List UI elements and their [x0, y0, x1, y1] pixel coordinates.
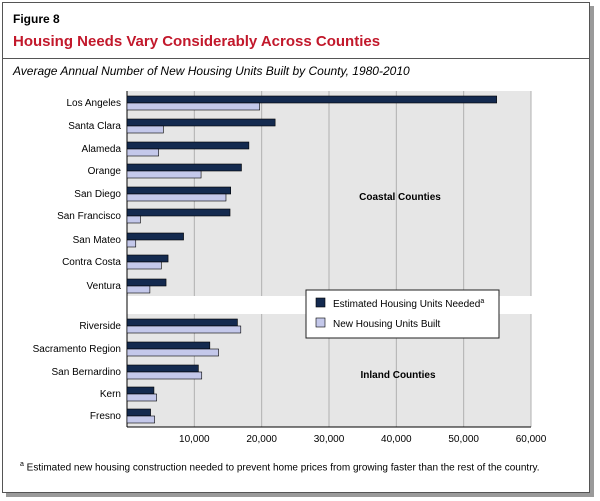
bar-units-built [126, 415, 155, 424]
bar-units-built [126, 371, 203, 380]
legend-swatch-built [315, 317, 326, 328]
bar-units-built [126, 348, 219, 357]
legend-box [305, 289, 500, 339]
category-label: San Diego [74, 189, 121, 200]
bar-units-needed [126, 341, 211, 350]
bar-units-needed [126, 254, 169, 263]
bar-units-built [126, 125, 164, 134]
title-divider [3, 58, 589, 59]
category-label: Santa Clara [68, 121, 121, 132]
chart-subtitle: Average Annual Number of New Housing Uni… [13, 64, 410, 78]
x-tick-label: 60,000 [516, 434, 547, 445]
category-label: Kern [100, 389, 121, 400]
category-label: Los Angeles [67, 98, 122, 109]
category-label: San Bernardino [52, 367, 122, 378]
bar-units-needed [126, 208, 231, 217]
bar-units-built [126, 215, 141, 224]
bar-units-needed [126, 163, 242, 172]
category-label: San Francisco [57, 211, 121, 222]
category-label: Orange [88, 166, 122, 177]
bar-units-needed [126, 232, 184, 241]
bar-units-built [126, 193, 227, 202]
category-label: Riverside [79, 321, 121, 332]
category-label: Contra Costa [62, 257, 121, 268]
legend-swatch-needed [315, 297, 326, 308]
bar-units-needed [126, 95, 497, 104]
legend-footnote-marker: a [480, 298, 484, 305]
bar-units-needed [126, 278, 167, 287]
group-label-coastal: Coastal Counties [359, 192, 441, 203]
footnote-marker: a [20, 461, 24, 468]
bar-units-needed [126, 186, 231, 195]
bar-units-built [126, 393, 157, 402]
x-tick-label: 50,000 [448, 434, 479, 445]
bar-units-built [126, 102, 260, 111]
bar-units-built [126, 285, 151, 294]
category-label: Fresno [90, 411, 122, 422]
x-tick-label: 30,000 [314, 434, 345, 445]
bar-units-needed [126, 118, 276, 127]
category-label: San Mateo [73, 235, 122, 246]
bar-units-needed [126, 408, 151, 417]
figure-title: Housing Needs Vary Considerably Across C… [13, 33, 381, 50]
category-label: Alameda [82, 144, 122, 155]
bar-units-built [126, 325, 242, 334]
x-tick-label: 10,000 [179, 434, 210, 445]
bar-units-needed [126, 318, 238, 327]
category-label: Ventura [87, 281, 122, 292]
bar-units-needed [126, 386, 155, 395]
bar-units-built [126, 261, 162, 270]
footnote: a Estimated new housing construction nee… [20, 461, 540, 473]
footnote-text: Estimated new housing construction neede… [23, 462, 540, 474]
figure-label: Figure 8 [13, 12, 60, 26]
bar-units-needed [126, 141, 250, 150]
legend-label-needed: Estimated Housing Units Neededa [333, 298, 484, 310]
legend-label-built: New Housing Units Built [333, 319, 440, 330]
bar-units-built [126, 148, 159, 157]
bar-units-needed [126, 364, 199, 373]
x-tick-label: 40,000 [381, 434, 412, 445]
bar-units-built [126, 239, 137, 248]
bar-units-built [126, 170, 202, 179]
category-label: Sacramento Region [33, 344, 121, 355]
group-label-inland: Inland Counties [361, 370, 436, 381]
x-tick-label: 20,000 [246, 434, 277, 445]
